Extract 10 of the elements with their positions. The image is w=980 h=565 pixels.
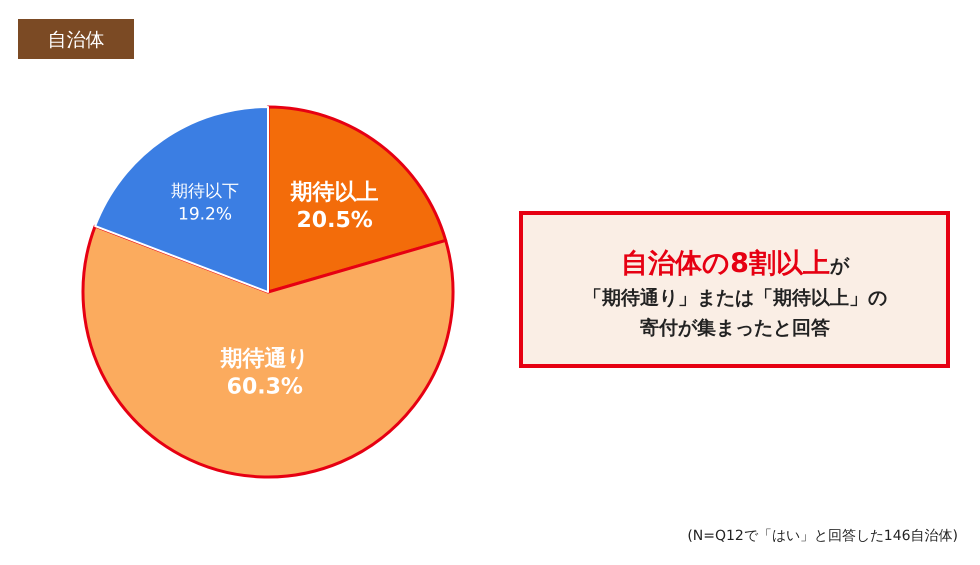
data-label: 20.5% bbox=[296, 208, 373, 234]
data-label: 60.3% bbox=[226, 374, 303, 400]
slice-label: 期待以上 bbox=[290, 180, 379, 206]
chart-title: 自治体 bbox=[48, 29, 104, 51]
text: (N=Q12で「はい」と回答した146自治体) bbox=[687, 528, 958, 544]
callout: 自治体の8割以上が 「期待通り」または「期待以上」の 寄付が集まったと回答 bbox=[519, 211, 950, 368]
data-label: 19.2% bbox=[178, 204, 232, 225]
slice-label: 期待通り bbox=[219, 346, 310, 372]
title: 自治体 bbox=[18, 19, 134, 59]
slice-label: 期待以下 bbox=[171, 182, 240, 202]
